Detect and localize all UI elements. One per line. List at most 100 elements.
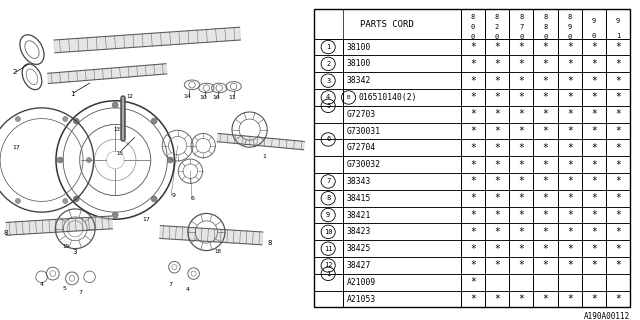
Bar (314, 39, 343, 55)
Text: *: * (518, 143, 524, 153)
Text: PARTS CORD: PARTS CORD (360, 20, 414, 28)
Bar (533, 89, 557, 106)
Text: *: * (494, 42, 500, 52)
Text: *: * (518, 260, 524, 270)
Bar (461, 156, 485, 173)
Bar (606, 257, 630, 274)
Bar (606, 89, 630, 106)
Text: *: * (494, 210, 500, 220)
Bar (606, 291, 630, 308)
Bar (509, 72, 533, 89)
Text: *: * (567, 143, 573, 153)
Polygon shape (6, 216, 113, 235)
Bar (533, 207, 557, 223)
Bar (343, 123, 461, 140)
Text: 0: 0 (568, 34, 572, 40)
Circle shape (15, 116, 20, 122)
Bar (557, 207, 582, 223)
Text: A21053: A21053 (347, 294, 376, 304)
Bar (461, 140, 485, 156)
Text: *: * (591, 244, 597, 254)
Text: *: * (615, 227, 621, 237)
Text: *: * (543, 92, 548, 102)
Bar (606, 55, 630, 72)
Circle shape (168, 157, 173, 163)
Text: *: * (494, 143, 500, 153)
Text: *: * (470, 143, 476, 153)
Bar (461, 173, 485, 190)
Bar (509, 291, 533, 308)
Text: A190A00112: A190A00112 (584, 312, 630, 320)
Text: *: * (518, 244, 524, 254)
Bar (509, 55, 533, 72)
Bar (582, 207, 606, 223)
Text: 18: 18 (214, 249, 221, 254)
Text: *: * (615, 176, 621, 187)
Bar (606, 140, 630, 156)
Text: *: * (494, 92, 500, 102)
Bar (461, 190, 485, 207)
Bar (485, 207, 509, 223)
Text: 38421: 38421 (347, 211, 371, 220)
Bar (314, 223, 343, 240)
Bar (582, 173, 606, 190)
Text: *: * (615, 59, 621, 69)
Bar (582, 274, 606, 291)
Text: *: * (591, 294, 597, 304)
Text: *: * (567, 193, 573, 203)
Bar (582, 223, 606, 240)
Bar (485, 55, 509, 72)
Bar (343, 173, 461, 190)
Text: 10: 10 (199, 95, 207, 100)
Text: *: * (591, 59, 597, 69)
Bar (606, 72, 630, 89)
Text: 38100: 38100 (347, 59, 371, 68)
Text: *: * (591, 126, 597, 136)
Bar (343, 274, 461, 291)
Text: *: * (470, 193, 476, 203)
Text: 0: 0 (470, 34, 475, 40)
Text: 7: 7 (168, 282, 172, 287)
Text: *: * (543, 109, 548, 119)
Circle shape (74, 196, 79, 202)
Bar (557, 240, 582, 257)
Bar (461, 10, 485, 39)
Bar (509, 39, 533, 55)
Circle shape (113, 102, 118, 108)
Bar (557, 123, 582, 140)
Bar (461, 274, 485, 291)
Text: *: * (494, 294, 500, 304)
Bar (606, 39, 630, 55)
Bar (314, 123, 343, 140)
Text: *: * (567, 210, 573, 220)
Text: *: * (615, 126, 621, 136)
Bar (485, 123, 509, 140)
Bar (557, 223, 582, 240)
Text: *: * (494, 160, 500, 170)
Text: *: * (567, 160, 573, 170)
Circle shape (151, 196, 157, 202)
Circle shape (63, 116, 68, 122)
Text: 2: 2 (326, 61, 330, 67)
Text: *: * (518, 59, 524, 69)
Text: *: * (615, 160, 621, 170)
Text: *: * (567, 92, 573, 102)
Text: 8: 8 (568, 14, 572, 20)
Text: *: * (567, 42, 573, 52)
Text: 1: 1 (262, 155, 266, 159)
Text: *: * (470, 76, 476, 86)
Circle shape (151, 118, 157, 124)
Bar (314, 190, 343, 207)
Text: 1: 1 (616, 33, 620, 39)
Text: 9: 9 (616, 18, 620, 24)
Text: 0: 0 (543, 34, 548, 40)
Bar (461, 89, 485, 106)
Bar (582, 257, 606, 274)
Circle shape (15, 198, 20, 204)
Text: 14: 14 (183, 93, 191, 99)
Text: G730031: G730031 (347, 126, 381, 136)
Text: 15: 15 (116, 151, 124, 156)
Bar (314, 257, 343, 274)
Bar (606, 190, 630, 207)
Text: *: * (615, 92, 621, 102)
